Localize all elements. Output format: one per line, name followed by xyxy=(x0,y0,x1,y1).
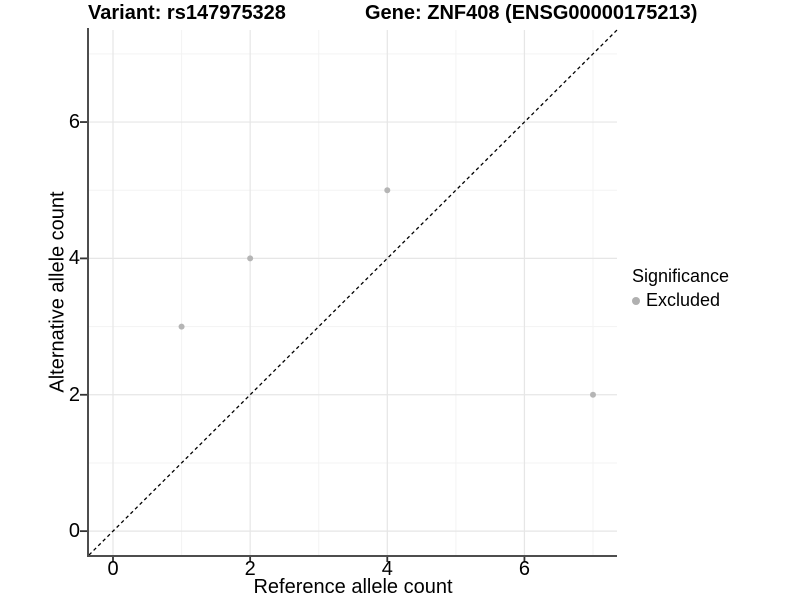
plot-title-variant: Variant: rs147975328 xyxy=(88,2,286,24)
data-point xyxy=(590,391,596,398)
y-tick-label: 6 xyxy=(68,111,80,134)
y-axis-title: Alternative allele count xyxy=(46,191,69,393)
data-point xyxy=(384,187,391,194)
y-tick-label: 4 xyxy=(68,247,80,270)
y-tick-label: 0 xyxy=(68,520,80,543)
x-tick-label: 2 xyxy=(244,558,256,580)
data-point xyxy=(247,255,254,262)
y-tick-label: 2 xyxy=(68,383,80,406)
legend: Significance Excluded xyxy=(632,266,729,311)
x-tick-label: 0 xyxy=(107,558,119,580)
identity-dashed-line xyxy=(88,29,618,556)
legend-point-icon xyxy=(632,296,640,305)
data-point xyxy=(178,323,185,330)
legend-title: Significance xyxy=(632,266,730,286)
legend-entry-label: Excluded xyxy=(646,290,721,310)
legend-entries: Excluded xyxy=(632,290,729,311)
x-axis-title: Reference allele count xyxy=(253,576,453,598)
x-tick-label: 6 xyxy=(518,558,530,580)
legend-entry: Excluded xyxy=(632,290,729,311)
plot-title-gene: Gene: ZNF408 (ENSG00000175213) xyxy=(365,2,698,24)
x-tick-label: 4 xyxy=(381,558,393,580)
